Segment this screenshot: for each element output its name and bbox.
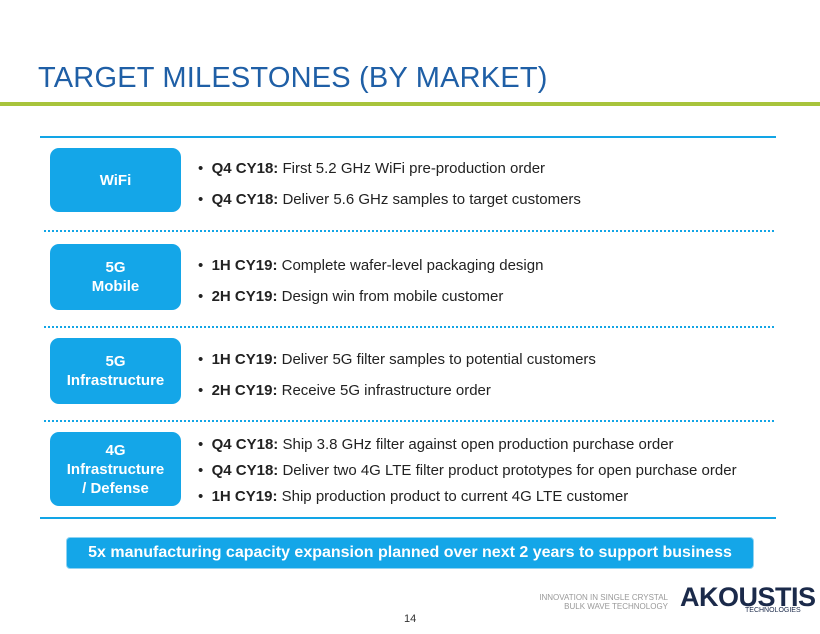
bullet-dot: • [198, 436, 212, 453]
divider [44, 230, 774, 232]
divider [44, 326, 774, 328]
bottom-rule [40, 517, 776, 519]
label-line: Infrastructure [66, 372, 165, 389]
bullet-dot: • [198, 488, 212, 505]
divider [44, 420, 774, 422]
market-label: WiFi [50, 148, 181, 212]
market-label: 5G Infrastructure [50, 338, 181, 404]
bullet-lead: Q4 CY18: [211, 462, 279, 479]
bullet-dot: • [198, 257, 212, 274]
bullet-lead: Q4 CY18: [211, 436, 279, 453]
bullet-text: Ship production product to current 4G LT… [281, 488, 629, 505]
bullet-dot: • [198, 191, 212, 208]
bullet: • 1H CY19: Complete wafer-level packagin… [198, 257, 543, 274]
label-line: 5G [105, 259, 126, 276]
bullet-lead: 1H CY19: [211, 351, 278, 368]
bullet-lead: 2H CY19: [211, 382, 278, 399]
bullet-lead: Q4 CY18: [211, 191, 279, 208]
market-label: 4G Infrastructure / Defense [50, 432, 181, 506]
bullet-text: Deliver 5G filter samples to potential c… [281, 351, 596, 368]
logo: AKOUSTIS [680, 582, 816, 612]
tagline: INNOVATION IN SINGLE CRYSTAL BULK WAVE T… [539, 593, 668, 611]
bullet-lead: 1H CY19: [211, 488, 278, 505]
bullet-dot: • [198, 351, 212, 368]
bullet-text: Deliver 5.6 GHz samples to target custom… [282, 191, 581, 208]
bullet: • Q4 CY18: Ship 3.8 GHz filter against o… [198, 436, 674, 453]
title: TARGET MILESTONES (BY MARKET) [38, 62, 548, 94]
bullet-text: Ship 3.8 GHz filter against open product… [282, 436, 674, 453]
logo-sub: TECHNOLOGIES [745, 607, 801, 614]
bullet: • 1H CY19: Deliver 5G filter samples to … [198, 351, 596, 368]
market-label: 5G Mobile [50, 244, 181, 310]
page-number: 14 [404, 613, 417, 625]
bullet-text: First 5.2 GHz WiFi pre-production order [282, 160, 546, 177]
bullet-dot: • [198, 288, 212, 305]
bullet-dot: • [198, 462, 212, 479]
bullet: • 2H CY19: Receive 5G infrastructure ord… [198, 382, 491, 399]
label-line: Mobile [91, 278, 140, 295]
bullet-lead: 2H CY19: [211, 288, 278, 305]
bullet-lead: Q4 CY18: [211, 160, 279, 177]
bullet: • Q4 CY18: First 5.2 GHz WiFi pre-produc… [198, 160, 545, 177]
banner: 5x manufacturing capacity expansion plan… [66, 537, 754, 569]
bullet: • Q4 CY18: Deliver 5.6 GHz samples to ta… [198, 191, 581, 208]
bullet-text: Deliver two 4G LTE filter product protot… [282, 462, 737, 479]
bullet-text: Receive 5G infrastructure order [281, 382, 491, 399]
label-line: WiFi [99, 171, 132, 189]
bullet-dot: • [198, 382, 212, 399]
bullet-lead: 1H CY19: [211, 257, 278, 274]
bullet: • Q4 CY18: Deliver two 4G LTE filter pro… [198, 462, 737, 479]
title-rule [0, 102, 820, 106]
bullet: • 1H CY19: Ship production product to cu… [198, 488, 628, 505]
label-line: 5G [105, 353, 126, 370]
bullet: • 2H CY19: Design win from mobile custom… [198, 288, 503, 305]
label-line: Infrastructure [66, 460, 165, 478]
bullet-dot: • [198, 160, 212, 177]
label-line: / Defense [82, 479, 149, 497]
bullet-text: Design win from mobile customer [281, 288, 504, 305]
tagline-line: BULK WAVE TECHNOLOGY [564, 602, 668, 611]
bullet-text: Complete wafer-level packaging design [281, 257, 544, 274]
top-rule [40, 136, 776, 138]
label-line: 4G [105, 441, 126, 459]
tagline-line: INNOVATION IN SINGLE CRYSTAL [539, 593, 668, 602]
